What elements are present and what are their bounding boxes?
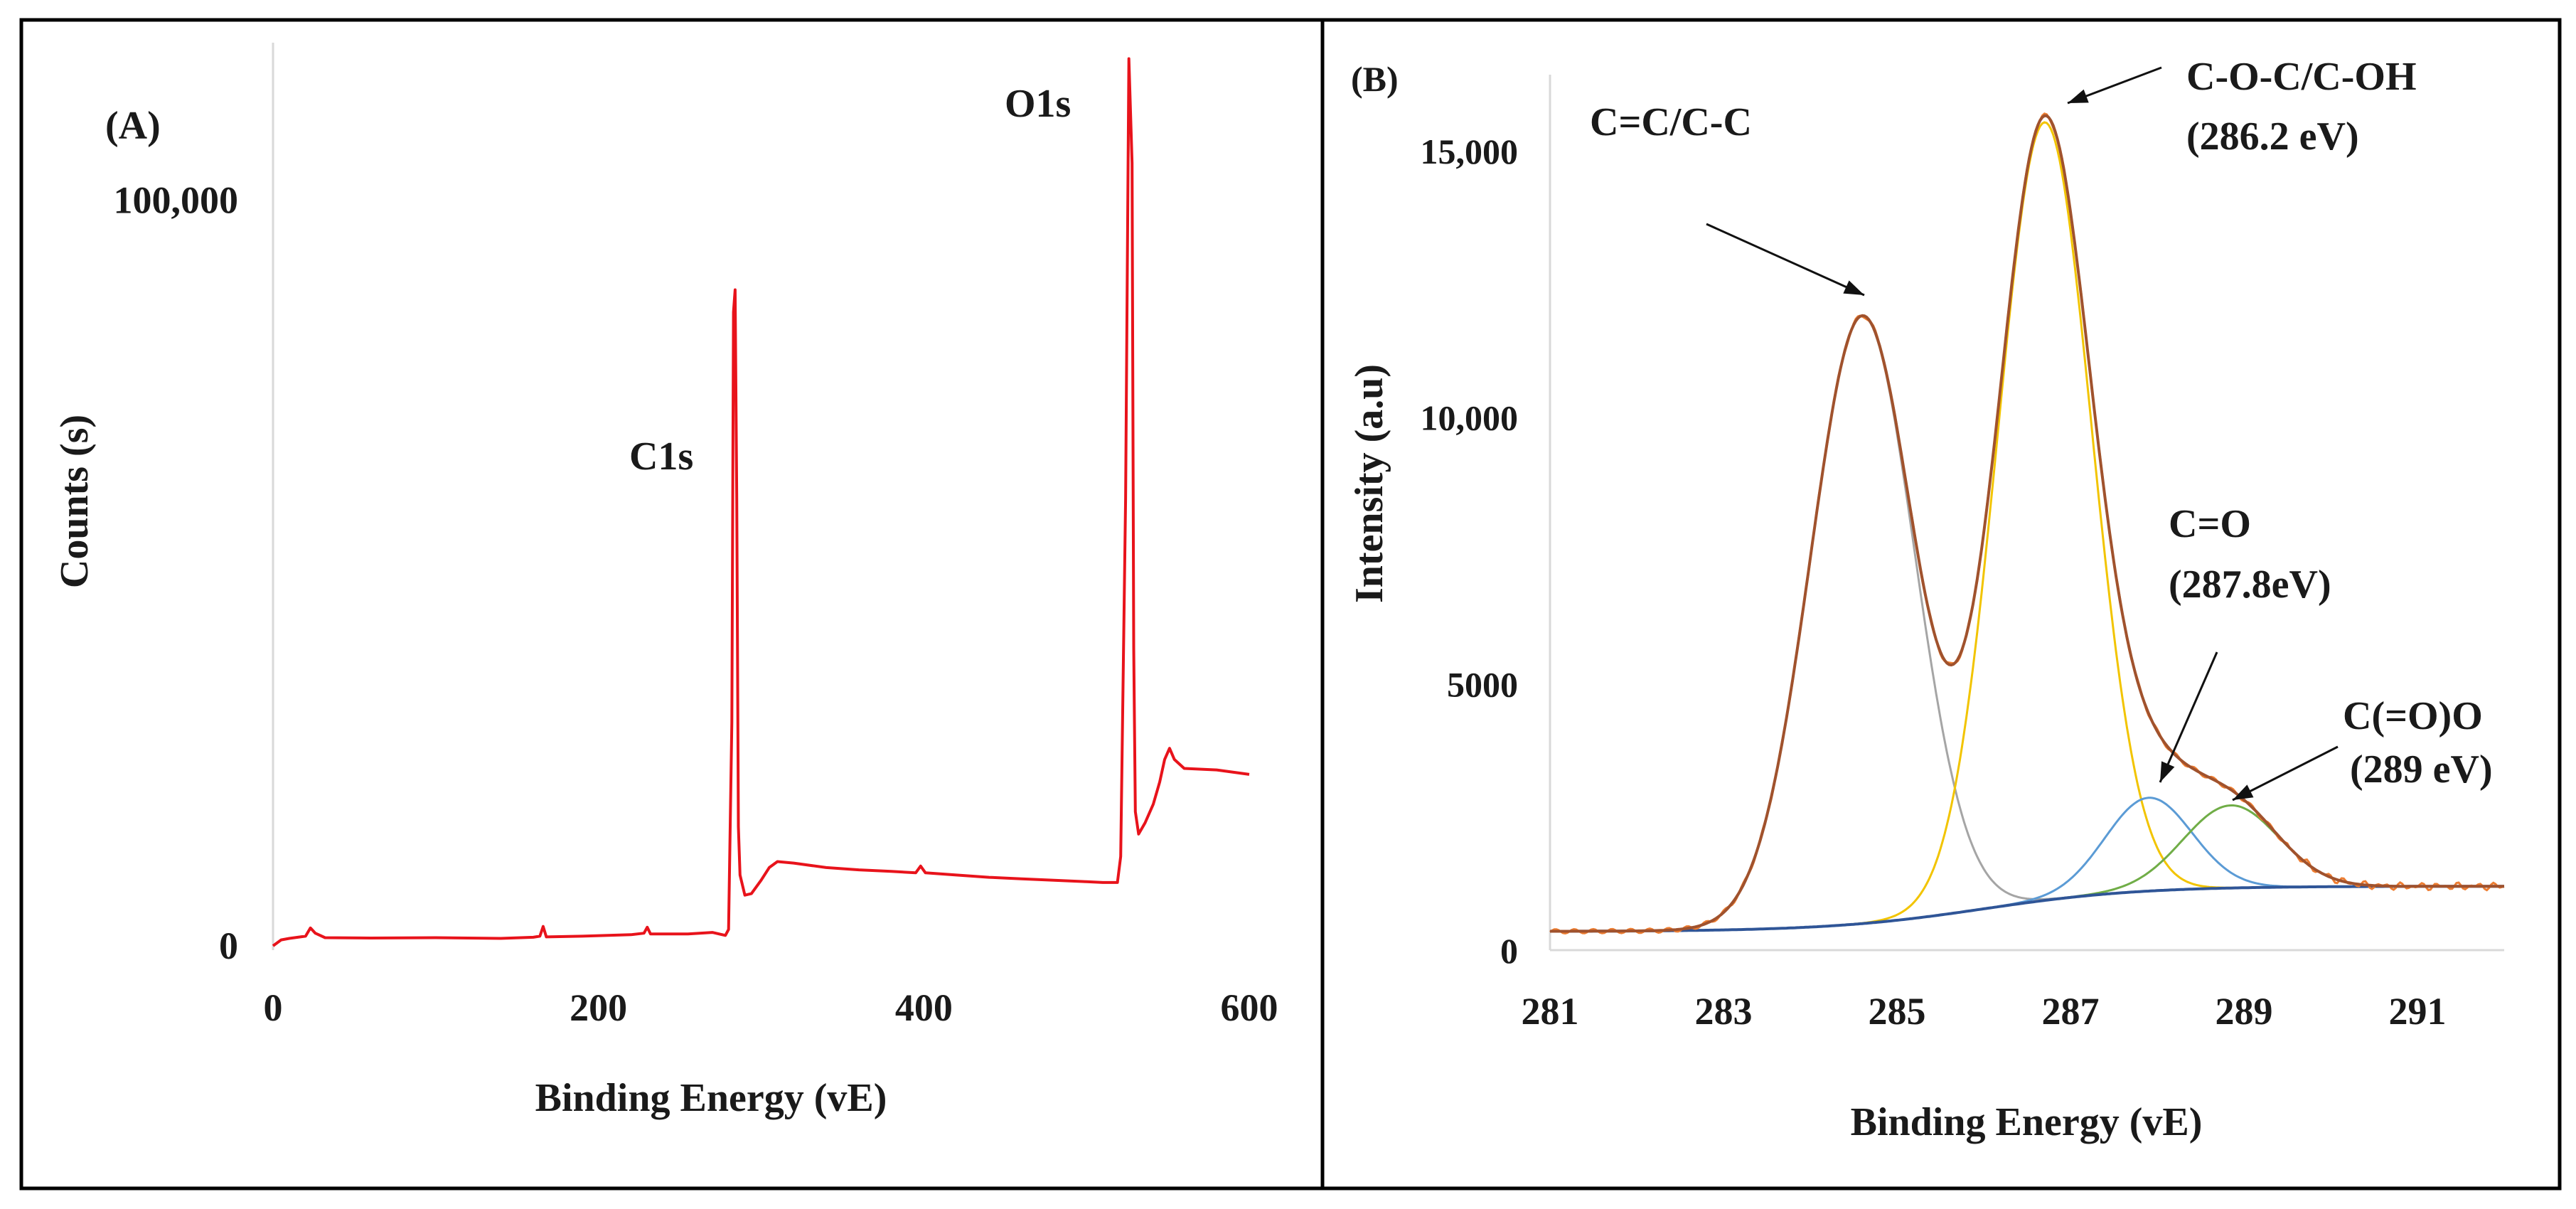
panel-b-y-tick-label: 15,000 — [1421, 132, 1519, 171]
panel-a-label: (A) — [105, 104, 161, 148]
panel-b-y-axis-label: Intensity (a.u) — [1347, 364, 1391, 603]
component-peak-2 — [1550, 121, 2504, 932]
panel-b-x-tick-label: 289 — [2216, 990, 2273, 1033]
arrow-co — [2159, 651, 2218, 783]
arrow-cooh — [2232, 745, 2339, 801]
panel-b-x-axis-label: Binding Energy (vE) — [1851, 1100, 2203, 1144]
background-baseline — [1550, 885, 2504, 933]
panel-b-x-tick-label: 291 — [2389, 990, 2447, 1033]
component-peak-3 — [1550, 797, 2504, 932]
panel-b-y-tick-label: 5000 — [1447, 664, 1518, 704]
annotation-co-energy: (287.8eV) — [2169, 563, 2331, 607]
panel-a-y-ticks: 0 100,000 — [114, 179, 239, 967]
panel-a-y-axis-label: Counts (s) — [53, 415, 97, 588]
panel-b-y-ticks: 0 5000 10,000 15,000 — [1421, 132, 1519, 971]
panel-a-x-axis-label: Binding Energy (vE) — [535, 1076, 887, 1120]
raw-data-line — [1549, 112, 2505, 935]
component-peak-4 — [1550, 804, 2504, 932]
panel-a-annotation-c1s: C1s — [629, 435, 693, 479]
panel-a-x-tick-label: 200 — [570, 986, 627, 1029]
annotation-coc-energy: (286.2 eV) — [2186, 114, 2359, 159]
arrow-cc — [1706, 223, 1865, 297]
panel-b-arrows — [1706, 66, 2339, 801]
panel-b-series — [1549, 112, 2505, 935]
panel-b-x-tick-label: 287 — [2042, 990, 2100, 1033]
panel-a-y-tick-label: 100,000 — [114, 179, 239, 222]
fit-envelope-line — [1550, 114, 2504, 933]
panel-b-x-tick-label: 283 — [1695, 990, 1753, 1033]
panel-a-x-ticks: 0 200 400 600 — [264, 986, 1278, 1029]
panel-b-x-tick-label: 281 — [1522, 990, 1579, 1033]
panel-b-y-tick-label: 10,000 — [1421, 398, 1519, 438]
panel-a-annotation-o1s: O1s — [1005, 82, 1071, 126]
component-peak-1 — [1550, 314, 2504, 932]
annotation-co: C=O — [2169, 502, 2251, 546]
panel-a-y-tick-label: 0 — [219, 925, 238, 967]
arrow-coc — [2067, 66, 2162, 105]
annotation-coc: C-O-C/C-OH — [2186, 55, 2417, 99]
panel-a-survey-line — [272, 57, 1250, 947]
panel-b-chart: (B) Intensity (a.u) Binding Energy (vE) … — [1347, 55, 2505, 1144]
panel-a-chart: (A) Counts (s) Binding Energy (vE) O1s C… — [53, 43, 1278, 1120]
annotation-cooh: C(=O)O — [2343, 694, 2483, 738]
panel-b-label: (B) — [1351, 59, 1399, 99]
annotation-cc: C=C/C-C — [1590, 100, 1752, 144]
panel-a-x-tick-label: 400 — [895, 986, 953, 1029]
panel-a-x-tick-label: 0 — [264, 986, 283, 1029]
panel-b-y-tick-label: 0 — [1500, 931, 1518, 971]
panel-a-series — [272, 57, 1250, 947]
panel-b-x-ticks: 281 283 285 287 289 291 — [1522, 990, 2447, 1033]
annotation-cooh-energy: (289 eV) — [2350, 747, 2493, 792]
panel-b-frame — [1320, 18, 2562, 1191]
panel-a-x-tick-label: 600 — [1221, 986, 1278, 1029]
panel-b-x-tick-label: 285 — [1869, 990, 1926, 1033]
